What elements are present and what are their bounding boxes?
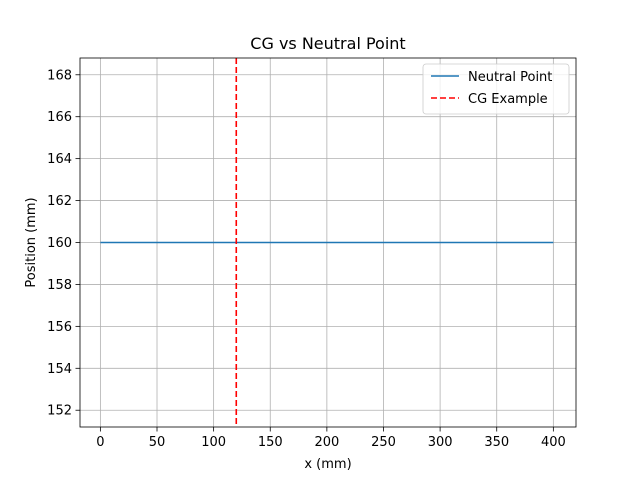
y-tick-label: 166 — [47, 110, 72, 125]
y-tick-label: 156 — [47, 320, 72, 335]
x-tick-label: 350 — [484, 435, 509, 450]
x-tick-label: 300 — [428, 435, 453, 450]
x-tick-label: 400 — [541, 435, 566, 450]
series-layer — [100, 58, 554, 427]
y-tick-label: 160 — [47, 236, 72, 251]
y-tick-label: 168 — [47, 68, 72, 83]
legend-box — [422, 63, 570, 115]
tick-layer: 0 50 100 150 200 250 300 350 400 152 154 156 158 160 1… — [47, 68, 566, 450]
legend: Neutral Point CG Example — [422, 63, 570, 115]
x-tick-label: 0 — [96, 435, 104, 450]
y-tick-label: 164 — [47, 152, 72, 167]
chart-title: CG vs Neutral Point — [250, 34, 405, 53]
y-tick-label: 152 — [47, 404, 72, 419]
x-tick-label: 50 — [149, 435, 166, 450]
legend-entry-label: Neutral Point — [468, 70, 552, 85]
x-tick-label: 150 — [258, 435, 283, 450]
x-axis-label: x (mm) — [304, 457, 351, 472]
x-tick-label: 200 — [314, 435, 339, 450]
y-axis-label: Position (mm) — [24, 197, 39, 287]
x-tick-label: 250 — [371, 435, 396, 450]
y-tick-label: 154 — [47, 362, 72, 377]
y-tick-label: 158 — [47, 278, 72, 293]
x-tick-label: 100 — [201, 435, 226, 450]
legend-entry-label: CG Example — [468, 92, 548, 107]
y-tick-label: 162 — [47, 194, 72, 209]
